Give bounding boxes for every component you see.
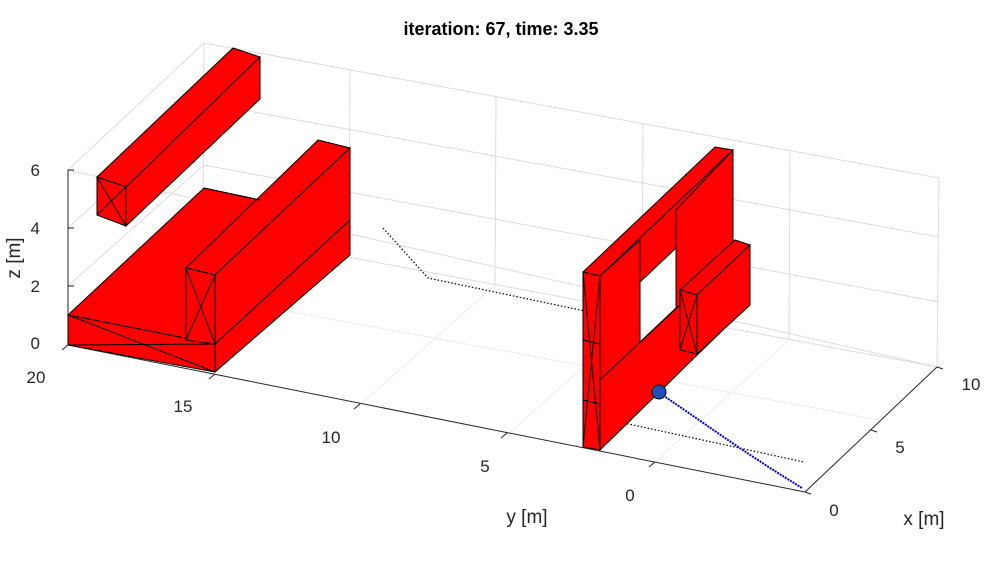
y-tick-label: 5: [480, 457, 489, 476]
y-tick-label: 0: [625, 486, 634, 505]
y-tick-label: 20: [27, 368, 46, 387]
chart-title: iteration: 67, time: 3.35: [403, 19, 598, 39]
z-tick-label: 4: [31, 219, 40, 238]
z-tick-label: 0: [31, 334, 40, 353]
y-axis-label: y [m]: [506, 507, 547, 528]
x-tick-label: 5: [895, 438, 904, 457]
y-tick-label: 15: [174, 397, 193, 416]
x-axis-label: x [m]: [903, 509, 944, 530]
robot-marker: [651, 384, 667, 400]
x-ticks: 0 5 10: [804, 366, 981, 520]
x-tick-label: 10: [962, 375, 981, 394]
reference-path-lower: [609, 419, 805, 463]
obstacle-u-block: [66, 139, 352, 374]
obstacle-back-beam: [96, 47, 261, 228]
z-tick-label: 6: [31, 161, 40, 180]
x-tick-label: 0: [829, 501, 838, 520]
z-ticks: 6 4 2 0: [31, 161, 74, 353]
z-axis-label: z [m]: [4, 237, 25, 278]
trajectory-line: [657, 391, 803, 489]
y-ticks: 20 15 10 5 0: [27, 344, 656, 505]
obstacle-side-block: [679, 239, 751, 356]
z-tick-label: 2: [31, 277, 40, 296]
y-tick-label: 10: [322, 428, 341, 447]
